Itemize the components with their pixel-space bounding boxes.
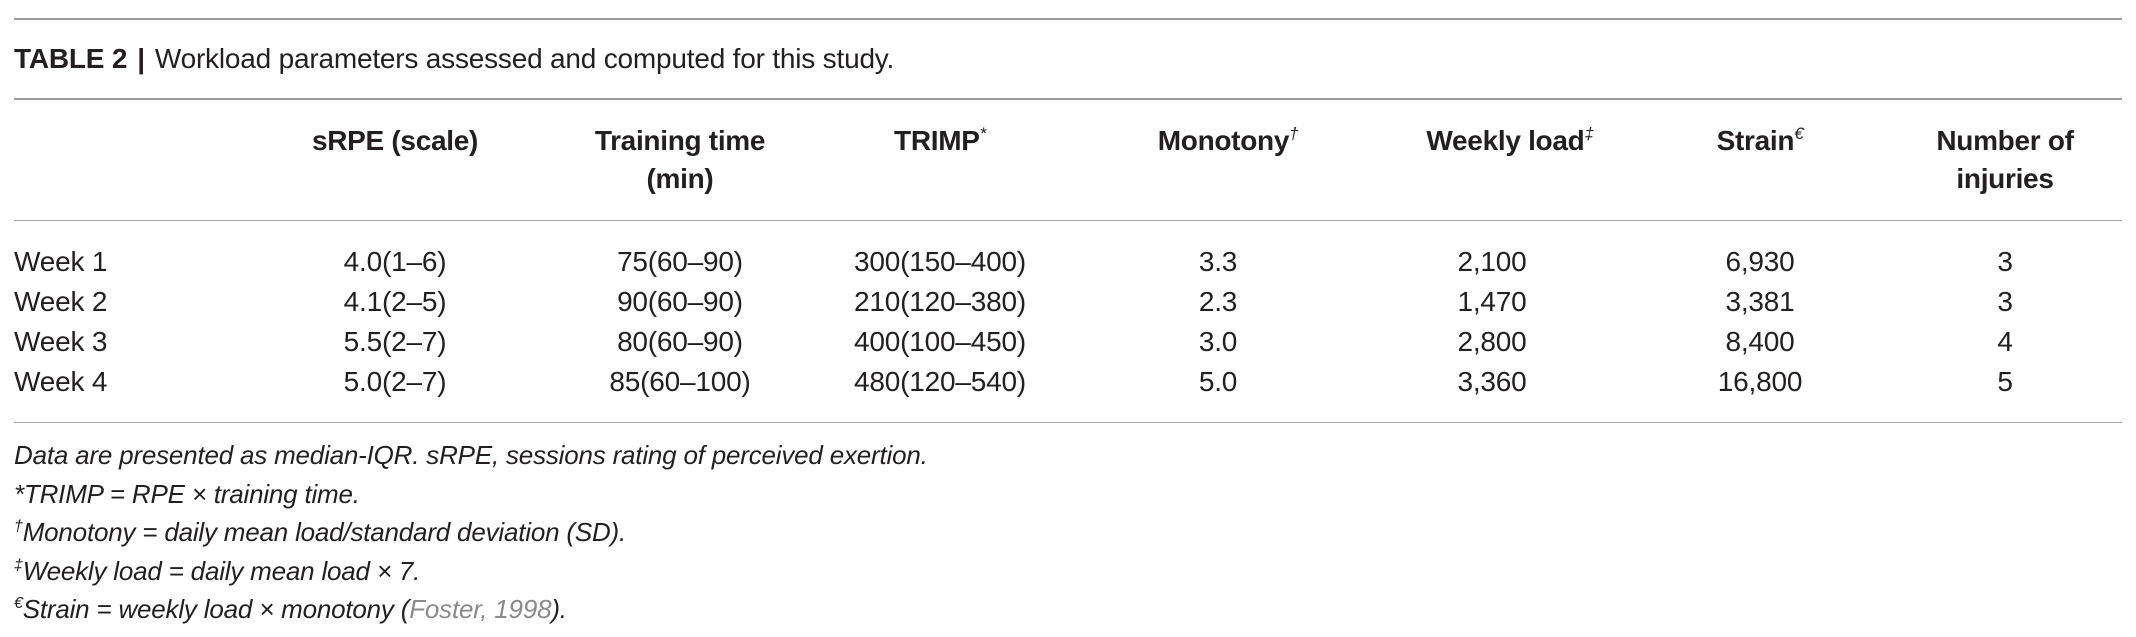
cell-strain: 3,381 [1725, 286, 1795, 317]
footnote-text-end: ). [551, 594, 567, 624]
header-weekly-load: Weekly load‡ [1390, 122, 1630, 160]
header-injuries-line1: Number of [1936, 125, 2074, 156]
header-srpe-label: sRPE (scale) [311, 125, 479, 156]
reference-link[interactable]: Foster, 1998 [409, 594, 552, 624]
footnote-mark: € [14, 595, 23, 612]
cell-trimp: 400(100–450) [854, 326, 1026, 357]
footnote-text: Weekly load = daily mean load × 7. [22, 555, 421, 586]
row-label: Week 2 [14, 286, 108, 317]
cell-srpe: 5.5(2–7) [343, 326, 447, 357]
cell-strain: 8,400 [1725, 326, 1795, 357]
bottom-rule [14, 422, 2122, 423]
table-row: Week 4 5.0(2–7) 85(60–100) 480(120–540) … [0, 362, 2136, 402]
table-footnotes: Data are presented as median-IQR. sRPE, … [14, 436, 928, 629]
row-label: Week 1 [14, 246, 108, 277]
footnote-mark: † [14, 518, 23, 535]
cell-monotony: 2.3 [1198, 286, 1238, 317]
cell-strain: 16,800 [1717, 366, 1803, 397]
header-strain: Strain€ [1660, 122, 1860, 160]
table-row: Week 2 4.1(2–5) 90(60–90) 210(120–380) 2… [0, 282, 2136, 322]
footnote-data-description: Data are presented as median-IQR. sRPE, … [14, 436, 928, 475]
header-strain-label: Strain [1716, 125, 1795, 156]
header-weekly-load-footnote-mark: ‡ [1584, 124, 1594, 143]
header-trimp-footnote-mark: * [979, 124, 987, 143]
header-injuries-line2: injuries [1956, 163, 2054, 194]
footnote-text: Monotony = daily mean load/standard devi… [22, 517, 627, 547]
footnote-text: Data are presented as median-IQR. sRPE, … [14, 440, 928, 470]
header-training-time: Training time (min) [560, 122, 800, 198]
cell-training-time: 80(60–90) [617, 326, 743, 357]
header-weekly-load-label: Weekly load [1426, 125, 1585, 156]
header-srpe: sRPE (scale) [295, 122, 495, 160]
row-label: Week 4 [14, 366, 108, 397]
cell-weekly-load: 1,470 [1457, 286, 1527, 317]
header-injuries: Number of injuries [1900, 122, 2110, 198]
cell-weekly-load: 2,800 [1457, 326, 1527, 357]
footnote-text: Strain = weekly load × monotony ( [22, 594, 410, 624]
footnote-weekly-load: ‡Weekly load = daily mean load × 7. [14, 552, 928, 591]
cell-training-time: 85(60–100) [609, 366, 751, 397]
cell-srpe: 5.0(2–7) [343, 366, 447, 397]
row-label: Week 3 [14, 326, 108, 357]
header-trimp: TRIMP* [830, 122, 1050, 160]
cell-monotony: 3.0 [1198, 326, 1238, 357]
cell-trimp: 300(150–400) [854, 246, 1026, 277]
header-trimp-label: TRIMP [894, 125, 980, 156]
cell-monotony: 3.3 [1198, 246, 1238, 277]
header-strain-footnote-mark: € [1794, 124, 1804, 143]
caption-text: Workload parameters assessed and compute… [154, 43, 895, 74]
footnote-monotony: †Monotony = daily mean load/standard dev… [14, 513, 928, 552]
cell-injuries: 5 [1997, 366, 2013, 397]
top-rule [14, 18, 2122, 20]
footnote-strain: €Strain = weekly load × monotony (Foster… [14, 590, 928, 629]
cell-strain: 6,930 [1725, 246, 1795, 277]
header-rule [14, 220, 2122, 221]
cell-training-time: 75(60–90) [617, 246, 743, 277]
header-monotony-label: Monotony [1157, 125, 1290, 156]
header-training-time-line2: (min) [646, 163, 714, 194]
cell-trimp: 210(120–380) [854, 286, 1026, 317]
cell-injuries: 4 [1997, 326, 2013, 357]
cell-injuries: 3 [1997, 246, 2013, 277]
cell-training-time: 90(60–90) [617, 286, 743, 317]
footnote-mark: * [14, 478, 24, 509]
footnote-mark: ‡ [14, 556, 23, 574]
cell-trimp: 480(120–540) [854, 366, 1026, 397]
footnote-trimp: *TRIMP = RPE × training time. [14, 475, 928, 514]
cell-monotony: 5.0 [1198, 366, 1238, 397]
header-monotony-footnote-mark: † [1289, 124, 1299, 143]
table-row: Week 1 4.0(1–6) 75(60–90) 300(150–400) 3… [0, 242, 2136, 282]
header-monotony: Monotony† [1118, 122, 1338, 160]
caption-rule [14, 98, 2122, 100]
header-training-time-line1: Training time [594, 125, 766, 156]
footnote-text: TRIMP = RPE × training time. [23, 478, 360, 509]
table-caption: TABLE 2 | Workload parameters assessed and… [14, 42, 894, 76]
caption-label: TABLE 2 [14, 43, 128, 74]
cell-injuries: 3 [1997, 286, 2013, 317]
caption-separator: | [137, 43, 145, 74]
cell-srpe: 4.1(2–5) [343, 286, 447, 317]
cell-weekly-load: 2,100 [1457, 246, 1527, 277]
cell-srpe: 4.0(1–6) [343, 246, 447, 277]
table-row: Week 3 5.5(2–7) 80(60–90) 400(100–450) 3… [0, 322, 2136, 362]
cell-weekly-load: 3,360 [1457, 366, 1527, 397]
